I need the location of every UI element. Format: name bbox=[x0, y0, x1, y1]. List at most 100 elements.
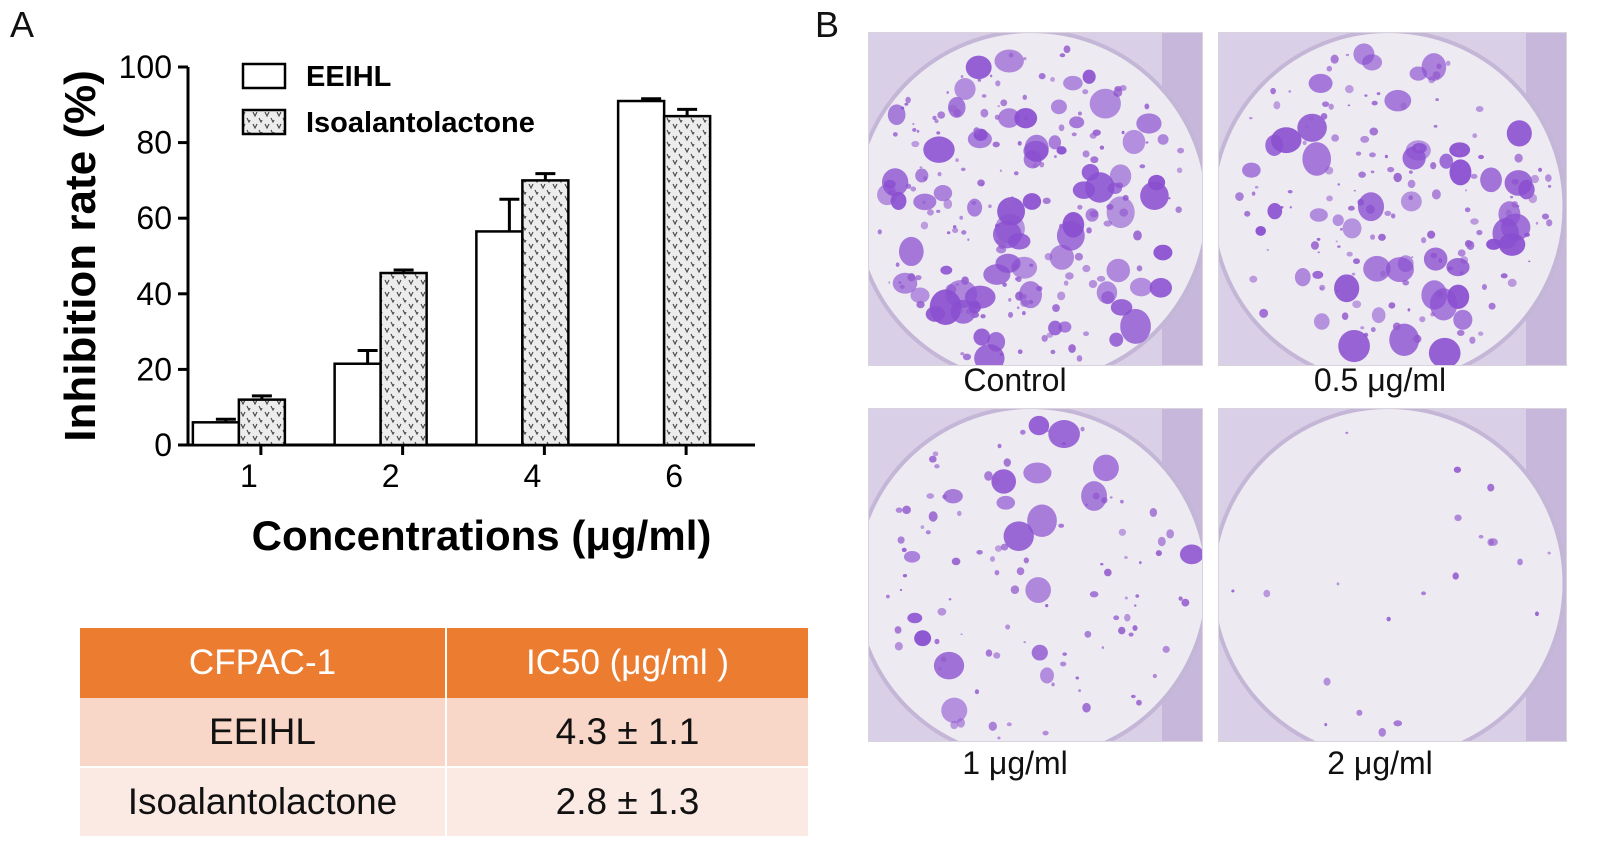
plate-well bbox=[1219, 409, 1566, 741]
colony bbox=[940, 656, 947, 663]
colony bbox=[1430, 162, 1437, 170]
colony bbox=[991, 476, 1000, 486]
colony bbox=[1082, 89, 1089, 95]
colony bbox=[1465, 189, 1468, 192]
colony bbox=[943, 199, 953, 210]
colony bbox=[952, 227, 959, 233]
colony bbox=[1392, 322, 1401, 331]
colony bbox=[1324, 722, 1328, 727]
colony bbox=[1007, 311, 1014, 318]
x-tick-label: 6 bbox=[665, 458, 683, 494]
colony bbox=[1273, 101, 1281, 110]
colony bbox=[955, 283, 959, 286]
colony bbox=[1313, 313, 1330, 330]
colony bbox=[1370, 327, 1376, 333]
panel-label-b: B bbox=[815, 4, 840, 45]
colony bbox=[1530, 174, 1540, 184]
colony bbox=[1370, 170, 1375, 174]
colony bbox=[961, 230, 967, 235]
colony bbox=[1120, 499, 1124, 504]
colony bbox=[1369, 127, 1379, 136]
colony bbox=[895, 507, 903, 513]
colony bbox=[936, 209, 941, 213]
colony bbox=[877, 229, 882, 235]
bar-1-0 bbox=[237, 398, 287, 447]
colony bbox=[1020, 429, 1026, 435]
colony bbox=[888, 281, 891, 284]
colony bbox=[1334, 274, 1360, 303]
colony bbox=[1384, 154, 1388, 159]
colony bbox=[1124, 596, 1128, 600]
colony bbox=[973, 328, 991, 346]
colony bbox=[1428, 337, 1461, 365]
colony bbox=[1130, 694, 1136, 699]
colony bbox=[1049, 244, 1075, 270]
colony bbox=[1059, 53, 1066, 58]
colony bbox=[1355, 151, 1362, 156]
colony bbox=[1455, 149, 1462, 155]
colony bbox=[1031, 644, 1048, 661]
colony bbox=[1376, 92, 1381, 96]
colony-plate-control bbox=[868, 32, 1203, 366]
colony bbox=[1347, 205, 1355, 211]
colony bbox=[903, 551, 921, 563]
colony bbox=[927, 209, 934, 216]
plate-label: 0.5 μg/ml bbox=[1313, 362, 1447, 398]
colony bbox=[1487, 538, 1494, 547]
x-axis-title: Concentrations (μg/ml) bbox=[252, 512, 712, 559]
colony bbox=[910, 186, 917, 192]
colony bbox=[1101, 646, 1105, 649]
colony bbox=[1478, 154, 1485, 160]
colony bbox=[1500, 273, 1508, 279]
colony bbox=[1119, 85, 1127, 91]
bar-1-3 bbox=[662, 114, 712, 447]
colony bbox=[1453, 309, 1473, 330]
colony bbox=[1106, 196, 1135, 229]
colony bbox=[1081, 481, 1108, 511]
colony bbox=[1160, 248, 1163, 252]
colony bbox=[1157, 536, 1166, 547]
colony bbox=[1453, 466, 1462, 473]
colony bbox=[1408, 195, 1413, 201]
colony bbox=[954, 78, 976, 100]
colony bbox=[1297, 113, 1327, 142]
colony bbox=[936, 131, 941, 135]
colony bbox=[938, 667, 943, 671]
colony bbox=[905, 96, 911, 104]
colony bbox=[1371, 100, 1378, 106]
colony bbox=[1092, 454, 1119, 482]
colony bbox=[980, 108, 989, 118]
colony bbox=[1017, 349, 1023, 355]
colony bbox=[1445, 60, 1451, 66]
colony bbox=[1308, 73, 1333, 93]
colony bbox=[1086, 227, 1092, 234]
colony bbox=[899, 588, 903, 592]
colony bbox=[973, 127, 980, 134]
colony bbox=[922, 200, 926, 205]
colony bbox=[1028, 415, 1050, 436]
colony bbox=[1022, 193, 1042, 210]
colony bbox=[1004, 198, 1013, 206]
colony bbox=[1144, 103, 1150, 110]
colony bbox=[1075, 676, 1080, 680]
colony bbox=[916, 300, 925, 309]
colony bbox=[1129, 277, 1153, 297]
colony bbox=[1249, 275, 1258, 283]
colony bbox=[1077, 111, 1082, 116]
colony bbox=[1439, 153, 1454, 169]
colony bbox=[1546, 219, 1553, 227]
colony bbox=[1084, 630, 1092, 638]
colony bbox=[1023, 56, 1027, 61]
colony bbox=[1136, 113, 1162, 134]
colony bbox=[1139, 561, 1142, 565]
colony bbox=[960, 167, 966, 172]
colony bbox=[1369, 152, 1376, 158]
colony bbox=[1470, 173, 1478, 179]
colony bbox=[1181, 598, 1190, 607]
colony bbox=[1528, 193, 1538, 204]
colony bbox=[1082, 150, 1090, 158]
colony bbox=[1370, 234, 1376, 240]
colony bbox=[1320, 287, 1323, 290]
colony bbox=[937, 171, 942, 177]
colony bbox=[1429, 288, 1458, 321]
